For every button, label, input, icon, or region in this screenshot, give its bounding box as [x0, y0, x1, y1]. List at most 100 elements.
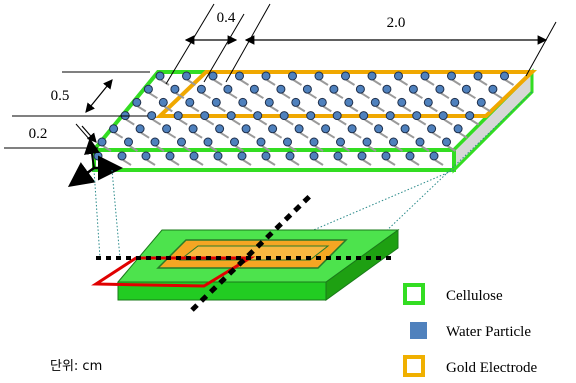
water-particle — [453, 124, 463, 134]
water-particle — [309, 151, 319, 161]
water-particle — [261, 151, 271, 161]
water-particle — [374, 124, 384, 134]
legend: Cellulose Water Particle Gold Electrode — [403, 283, 538, 377]
enlarged-slab — [89, 68, 537, 174]
water-particle — [288, 71, 297, 81]
water-particle — [435, 84, 445, 94]
legend-item-gold-electrode: Gold Electrode — [403, 355, 538, 377]
water-particle — [223, 84, 233, 94]
water-particle — [385, 111, 395, 121]
water-particle — [427, 124, 437, 134]
water-particle — [285, 151, 295, 161]
water-particle — [124, 137, 133, 147]
water-particle — [147, 111, 157, 121]
water-particle — [109, 124, 119, 134]
water-particle — [317, 97, 327, 107]
water-particle — [336, 137, 345, 147]
water-particle — [382, 84, 392, 94]
water-particle — [302, 84, 312, 94]
water-particle — [235, 71, 244, 81]
water-particle — [341, 71, 350, 81]
water-particle — [162, 124, 172, 134]
water-particle — [333, 151, 343, 161]
water-particle — [347, 124, 357, 134]
water-particle — [264, 97, 274, 107]
water-particle — [203, 137, 213, 147]
water-particle — [185, 97, 195, 107]
water-particle — [367, 71, 377, 81]
water-particle — [188, 124, 198, 134]
water-particle — [261, 71, 271, 81]
water-particle — [241, 124, 251, 134]
water-particle — [173, 111, 183, 121]
water-particle — [473, 71, 483, 81]
legend-label-water-particle: Water Particle — [446, 324, 531, 340]
water-particle — [189, 151, 199, 161]
water-particle — [276, 84, 286, 94]
water-particle — [450, 97, 460, 107]
dimension-annotations: 2.0 0.4 0.5 0.2 — [4, 3, 557, 187]
water-particle — [279, 111, 289, 121]
water-particle — [150, 137, 160, 147]
unit-label: 단위: cm — [50, 359, 102, 374]
water-particle — [362, 137, 372, 147]
water-particle — [476, 97, 486, 107]
water-particle — [408, 84, 418, 94]
water-particle — [230, 137, 239, 147]
water-particle — [447, 71, 456, 81]
water-particle — [420, 71, 430, 81]
water-particle — [213, 151, 223, 161]
water-particle — [357, 151, 367, 161]
water-particle — [405, 151, 415, 161]
water-particle — [332, 111, 342, 121]
water-particle — [381, 151, 391, 161]
depth-dimension-label: 0.5 — [51, 88, 70, 104]
water-particle — [97, 137, 107, 147]
water-particle — [182, 71, 191, 81]
water-particle — [208, 71, 218, 81]
water-particle-field — [93, 71, 515, 166]
water-particle — [291, 97, 301, 107]
legend-item-water-particle: Water Particle — [410, 322, 531, 340]
water-particle — [117, 151, 127, 161]
water-particle — [196, 84, 206, 94]
water-particle — [155, 71, 165, 81]
water-particle — [268, 124, 278, 134]
water-particle — [132, 97, 142, 107]
water-particle — [442, 137, 451, 147]
water-particle — [211, 97, 221, 107]
water-particle — [400, 124, 410, 134]
water-particle — [238, 97, 248, 107]
device-overview — [91, 194, 400, 312]
water-particle — [200, 111, 210, 121]
thickness-dimension-label: 0.2 — [29, 126, 48, 142]
water-particle — [412, 111, 422, 121]
water-particle — [488, 84, 498, 94]
spacing-dimension-label: 0.4 — [217, 10, 236, 26]
water-particle — [226, 111, 236, 121]
water-particle — [394, 71, 403, 81]
water-particle — [306, 111, 316, 121]
water-particle — [93, 151, 103, 161]
water-particle — [135, 124, 145, 134]
water-particle — [329, 84, 339, 94]
water-particle — [314, 71, 324, 81]
water-particle — [253, 111, 263, 121]
water-particle — [170, 84, 180, 94]
water-particle — [344, 97, 354, 107]
water-particle — [177, 137, 186, 147]
water-particle — [165, 151, 175, 161]
water-particle — [429, 151, 439, 161]
water-particle — [141, 151, 151, 161]
water-particle — [359, 111, 369, 121]
water-particle — [256, 137, 266, 147]
water-particle — [249, 84, 259, 94]
water-particle — [465, 111, 475, 121]
water-particle — [309, 137, 319, 147]
water-particle — [397, 97, 407, 107]
water-particle — [321, 124, 331, 134]
water-particle — [283, 137, 292, 147]
legend-item-cellulose: Cellulose — [403, 283, 503, 305]
water-particle — [237, 151, 247, 161]
legend-label-gold-electrode: Gold Electrode — [446, 360, 538, 376]
